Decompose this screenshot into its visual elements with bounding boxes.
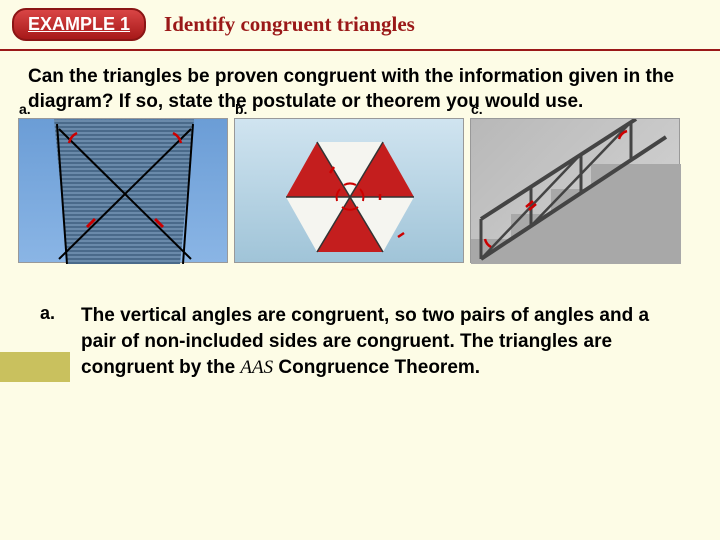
figure-c-label: c. — [471, 101, 483, 117]
question-text: Can the triangles be proven congruent wi… — [0, 51, 720, 118]
figure-a-label: a. — [19, 101, 31, 117]
sidebar-accent — [0, 352, 70, 382]
figure-b: b. — [234, 118, 464, 263]
answer-block: a. The vertical angles are congruent, so… — [0, 263, 720, 380]
figure-a-lines — [19, 119, 229, 264]
answer-text-2: Congruence Theorem. — [273, 357, 480, 378]
figures-row: a. b. — [0, 118, 720, 263]
figure-b-label: b. — [235, 101, 247, 117]
answer-text: The vertical angles are congruent, so tw… — [81, 303, 680, 380]
figure-c: c. — [470, 118, 680, 263]
header: EXAMPLE 1 Identify congruent triangles — [0, 0, 720, 51]
example-badge: EXAMPLE 1 — [12, 8, 146, 41]
figure-c-railing — [471, 119, 681, 264]
figure-b-umbrella — [235, 119, 465, 264]
figure-a: a. — [18, 118, 228, 263]
example-title: Identify congruent triangles — [164, 12, 415, 37]
answer-italic: AAS — [240, 357, 273, 378]
